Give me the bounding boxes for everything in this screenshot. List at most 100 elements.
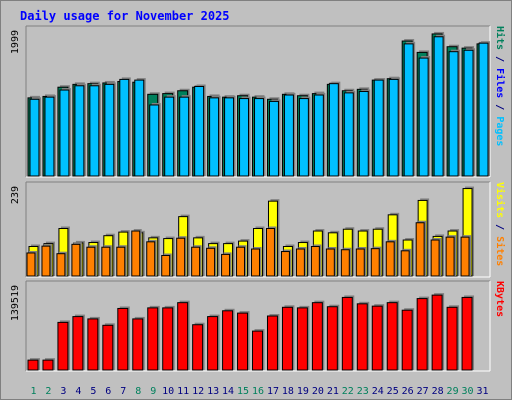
sites-bar (41, 245, 51, 277)
kbytes-bar (207, 316, 219, 371)
x-tick-label: 21 (327, 386, 339, 397)
kbytes-bar (72, 316, 84, 371)
x-tick-label: 23 (357, 386, 369, 397)
x-tick-label: 17 (267, 386, 279, 397)
x-axis-labels: 1 2 3 4 5 6 7 8 9 10 11 12 13 14 15 16 17 18 19 20 21 22 23 24 2… (30, 386, 488, 397)
kbytes-max-label: 139519 (10, 285, 21, 321)
sites-bar (101, 246, 111, 277)
kbytes-bar (446, 306, 458, 371)
pages-bar (149, 104, 160, 177)
x-tick-label: 13 (207, 386, 219, 397)
x-tick-label: 3 (60, 386, 66, 397)
sites-bar (251, 248, 260, 277)
kbytes-bar (147, 307, 159, 371)
pages-bar (104, 83, 115, 177)
sites-bar (400, 250, 410, 277)
x-tick-label: 15 (237, 386, 249, 397)
sites-bar (355, 248, 365, 277)
kbytes-bar (371, 305, 383, 371)
pages-bar (59, 89, 70, 177)
pages-bar (298, 98, 309, 177)
kbytes-bar (102, 324, 114, 371)
kbytes-bar (162, 307, 174, 371)
x-tick-label: 14 (222, 386, 234, 397)
sites-bar (325, 248, 335, 277)
requests-legend-part: Hits (494, 26, 506, 50)
kbytes-bar (341, 296, 353, 371)
pages-bar (373, 79, 384, 177)
kbytes-bar (222, 310, 234, 371)
sites-bar (280, 251, 290, 277)
sites-bar (310, 245, 320, 277)
kbytes-bar (431, 294, 443, 371)
kbytes-bar (296, 307, 308, 371)
pages-bar (74, 85, 85, 177)
sites-bar (161, 254, 171, 277)
pages-bar (328, 83, 339, 177)
pages-bar (343, 92, 354, 177)
requests-legend: Hits / Files / Pages (494, 26, 506, 146)
x-tick-label: 1 (30, 386, 36, 397)
kbytes-bar (177, 302, 189, 371)
sites-bar (71, 243, 81, 277)
pages-bar (403, 43, 414, 177)
x-tick-label: 29 (447, 386, 459, 397)
x-tick-label: 25 (387, 386, 399, 397)
visitors-panel: 239 Visits / Sites (10, 181, 506, 278)
x-tick-label: 26 (402, 386, 414, 397)
kbytes-bar (57, 321, 69, 371)
pages-bar (463, 49, 474, 177)
requests-legend-part: Pages (494, 116, 505, 146)
panels: 1999 Hits / Files / Pages 239 Visits / Site… (10, 25, 506, 372)
pages-bar (313, 94, 324, 177)
x-tick-label: 4 (75, 386, 81, 397)
pages-bar (418, 57, 429, 177)
x-tick-label: 12 (192, 386, 204, 397)
kbytes-bar (401, 309, 413, 371)
x-tick-label: 5 (90, 386, 96, 397)
x-tick-label: 8 (135, 386, 141, 397)
sites-bar (176, 237, 186, 277)
visitors-max-label: 239 (10, 186, 21, 204)
kbytes-bar (252, 330, 263, 371)
pages-bar (268, 100, 279, 177)
x-tick-label: 6 (105, 386, 111, 397)
kbytes-legend-part: KBytes (494, 281, 505, 317)
x-tick-label: 18 (282, 386, 294, 397)
kbytes-bar (461, 296, 473, 371)
sites-bar (385, 241, 395, 277)
x-tick-label: 30 (462, 386, 474, 397)
pages-bar (179, 96, 190, 177)
pages-bar (358, 90, 369, 177)
visitors-legend: Visits / Sites (494, 182, 506, 266)
kbytes-bar (237, 312, 249, 371)
requests-legend-part: Files (494, 68, 506, 98)
pages-bar (433, 36, 444, 177)
kbytes-legend: KBytes (494, 281, 505, 317)
sites-bar (191, 246, 201, 277)
sites-bar (236, 246, 246, 277)
x-tick-label: 7 (120, 386, 126, 397)
x-tick-label: 11 (177, 386, 189, 397)
requests-legend-part: / (494, 98, 505, 116)
sites-bar (131, 230, 141, 277)
x-tick-label: 28 (432, 386, 444, 397)
sites-bar (56, 253, 66, 277)
x-tick-label: 2 (45, 386, 51, 397)
pages-bar (224, 97, 235, 177)
kbytes-bar (132, 318, 144, 371)
kbytes-bar (117, 307, 129, 371)
sites-bar (295, 248, 305, 277)
pages-bar (283, 94, 294, 177)
kbytes-bar (192, 324, 204, 371)
sites-bar (265, 228, 275, 277)
pages-bar (194, 85, 205, 177)
pages-bar (29, 98, 40, 177)
kbytes-bar (311, 302, 323, 371)
x-tick-label: 16 (252, 386, 264, 397)
visitors-legend-part: Sites (494, 236, 506, 266)
sites-bar (340, 249, 350, 277)
sites-bar (445, 236, 455, 277)
